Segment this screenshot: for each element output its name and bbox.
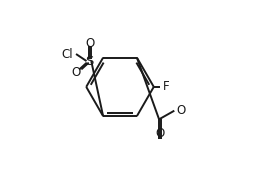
- Text: O: O: [155, 127, 165, 140]
- Text: Cl: Cl: [61, 47, 73, 61]
- Text: O: O: [72, 66, 81, 79]
- Text: F: F: [163, 80, 170, 93]
- Text: S: S: [85, 55, 93, 68]
- Text: O: O: [85, 37, 95, 50]
- Text: O: O: [177, 104, 186, 117]
